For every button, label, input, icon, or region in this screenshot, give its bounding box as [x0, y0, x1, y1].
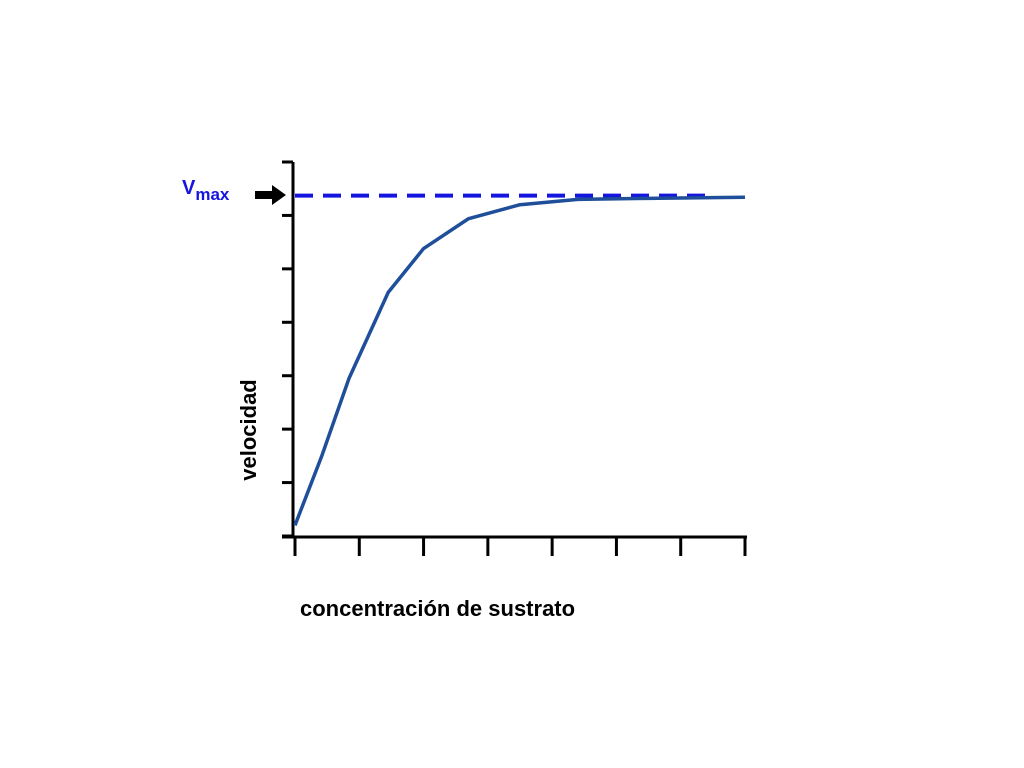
- curve: [293, 195, 746, 526]
- vmax-arrow: [255, 185, 286, 205]
- vmax-label: Vmax: [182, 177, 230, 204]
- y-axis-label: velocidad: [236, 379, 261, 480]
- vmax-label-sub: max: [195, 185, 230, 204]
- x-axis-label: concentración de sustrato: [300, 596, 575, 621]
- vmax-label-main: V: [182, 177, 196, 199]
